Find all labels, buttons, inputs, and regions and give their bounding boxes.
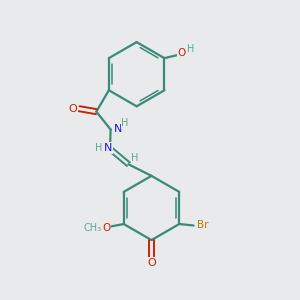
Text: H: H — [121, 118, 129, 128]
Text: H: H — [188, 44, 195, 54]
Text: O: O — [177, 48, 185, 58]
Text: O: O — [102, 223, 111, 232]
Text: H: H — [131, 153, 139, 163]
Text: H: H — [95, 143, 102, 153]
Text: N: N — [114, 124, 123, 134]
Text: Br: Br — [197, 220, 208, 230]
Text: O: O — [69, 104, 77, 114]
Text: CH₃: CH₃ — [83, 223, 101, 232]
Text: O: O — [147, 258, 156, 268]
Text: N: N — [103, 143, 112, 153]
